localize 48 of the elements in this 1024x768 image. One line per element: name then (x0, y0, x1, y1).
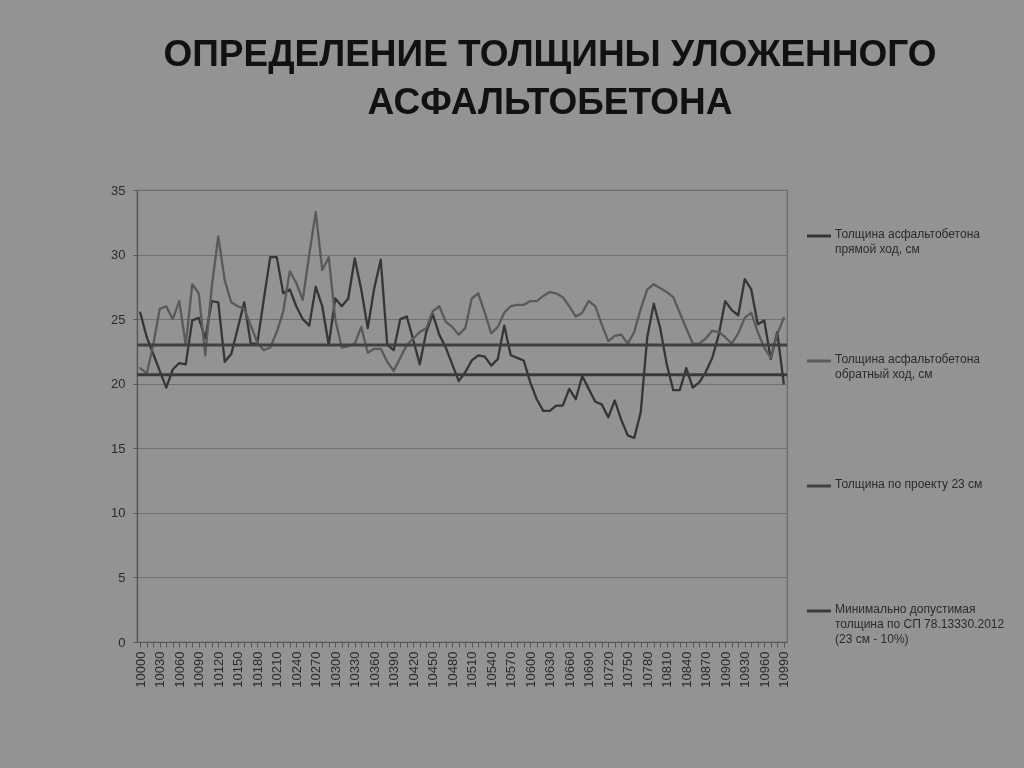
x-tick-label: 10240 (288, 651, 304, 688)
x-tick-label: 10750 (620, 651, 636, 688)
legend-label: Толщина асфальтобетона обратный ход, см (835, 352, 981, 381)
x-tick-label: 10570 (503, 651, 519, 688)
x-tick-label: 10420 (405, 651, 421, 688)
legend-label: Минимально допустимая толщина по СП 78.13330.2012 (23 см - 10%) (835, 602, 1005, 646)
x-tick-label: 10270 (308, 651, 324, 688)
x-tick-label: 10060 (171, 651, 187, 688)
x-tick-label: 10030 (152, 651, 168, 688)
line-series (139, 255, 785, 440)
x-tick-label: 10390 (386, 651, 402, 688)
x-tick-label: 10630 (542, 651, 558, 688)
x-tick-label: 10510 (464, 651, 480, 688)
x-tick-label: 10120 (210, 651, 226, 688)
x-tick-label: 10720 (600, 651, 616, 688)
x-tick-label: 10540 (483, 651, 499, 688)
x-tick-label: 10930 (737, 651, 753, 688)
legend-label: Толщина по проекту 23 см (835, 477, 983, 491)
y-tick-label: 25 (111, 311, 126, 327)
x-tick-label: 10180 (249, 651, 265, 688)
y-tick-label: 30 (111, 247, 126, 263)
x-tick-label: 10900 (717, 651, 733, 688)
x-tick-label: 10090 (191, 651, 207, 688)
x-tick-label: 10870 (698, 651, 714, 688)
x-tick-label: 10840 (678, 651, 694, 688)
y-tick-label: 5 (118, 569, 126, 585)
x-tick-label: 10780 (639, 651, 655, 688)
y-tick-label: 0 (118, 634, 126, 650)
x-tick-label: 10960 (756, 651, 772, 688)
y-tick-label: 20 (111, 376, 126, 392)
y-tick-label: 10 (111, 505, 126, 521)
y-tick-label: 35 (111, 182, 126, 198)
x-tick-label: 10300 (327, 651, 343, 688)
x-tick-label: 10690 (581, 651, 597, 688)
x-tick-label: 10360 (366, 651, 382, 688)
x-tick-label: 10330 (347, 651, 363, 688)
x-tick-label: 10450 (425, 651, 441, 688)
x-tick-label: 10150 (230, 651, 246, 688)
x-tick-label: 10600 (522, 651, 538, 688)
legend-label: Толщина асфальтобетона прямой ход, см (835, 227, 981, 256)
x-tick-label: 10660 (561, 651, 577, 688)
chart-title: ОПРЕДЕЛЕНИЕ ТОЛЩИНЫ УЛОЖЕННОГО АСФАЛЬТОБЕТОНА (163, 33, 937, 122)
x-tick-label: 10480 (444, 651, 460, 688)
x-tick-label: 10000 (132, 651, 148, 688)
y-tick-label: 15 (111, 440, 126, 456)
x-tick-label: 10210 (269, 651, 285, 688)
x-tick-label: 10990 (776, 651, 792, 688)
x-tick-label: 10810 (659, 651, 675, 688)
